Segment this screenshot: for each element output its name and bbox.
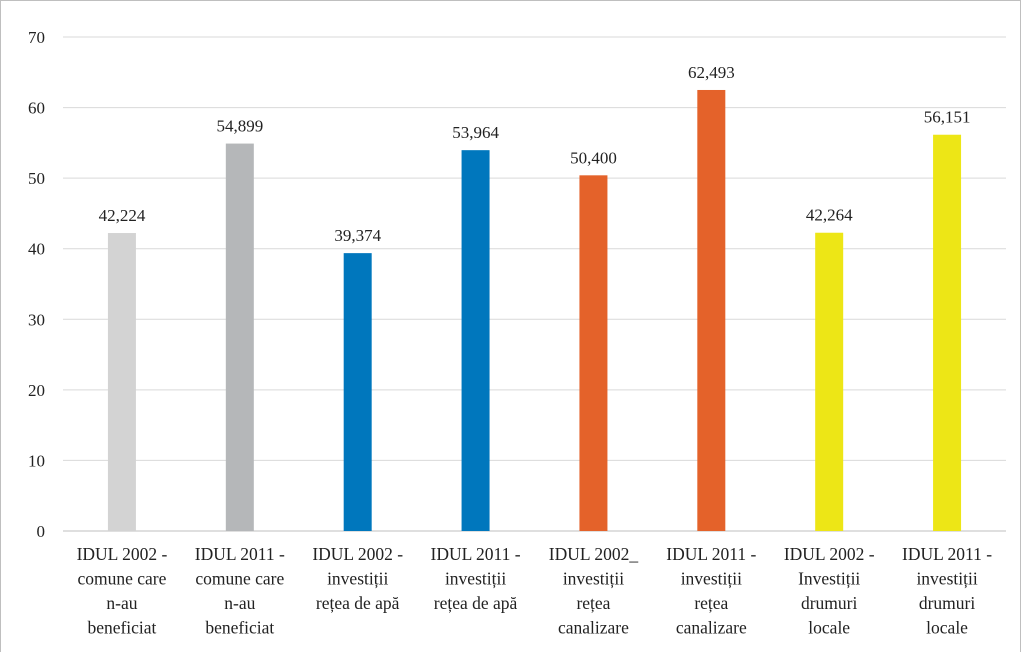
bar xyxy=(343,253,372,531)
data-label: 54,899 xyxy=(216,117,263,136)
x-tick-label-line: investiții xyxy=(445,569,506,589)
bar xyxy=(697,89,726,532)
x-tick-label-line: IDUL 2011 - xyxy=(666,544,756,564)
x-tick-label-line: beneficiat xyxy=(205,618,274,638)
x-tick-label-line: n-au xyxy=(106,593,137,613)
y-tick-label: 70 xyxy=(28,28,45,47)
y-tick-label: 50 xyxy=(28,169,45,188)
data-labels: 42,224 54,899 39,374 53,964 50,400 62,493 42,2… xyxy=(99,63,971,245)
data-label: 39,374 xyxy=(334,226,381,245)
x-tick-label-line: investiții xyxy=(563,569,624,589)
x-tick-label: IDUL 2002 - comune care n-au beneficiat xyxy=(77,544,168,638)
x-tick-label: IDUL 2002 - investiții rețea de apă xyxy=(312,544,403,613)
bar xyxy=(815,232,844,531)
gridlines xyxy=(63,36,1006,532)
x-tick-label-line: IDUL 2011 - xyxy=(902,544,992,564)
data-label: 42,224 xyxy=(99,206,146,225)
y-axis: 0 10 20 30 40 50 60 70 xyxy=(28,28,45,541)
x-tick-label-line: locale xyxy=(926,618,968,638)
x-tick-label-line: canalizare xyxy=(558,618,629,638)
x-tick-label-line: drumuri xyxy=(919,593,976,613)
x-tick-label: IDUL 2011 - investiții drumuri locale xyxy=(902,544,992,638)
x-tick-label-line: investiții xyxy=(916,569,977,589)
y-tick-label: 30 xyxy=(28,310,45,329)
x-tick-label-line: drumuri xyxy=(801,593,858,613)
x-tick-label: IDUL 2011 - investiții rețea canalizare xyxy=(666,544,756,638)
x-tick-label-line: rețea xyxy=(694,593,728,613)
data-label: 62,493 xyxy=(688,63,735,82)
x-tick-label-line: beneficiat xyxy=(87,618,156,638)
x-tick-label: IDUL 2011 - investiții rețea de apă xyxy=(431,544,521,613)
x-tick-label-line: IDUL 2011 - xyxy=(195,544,285,564)
x-tick-label-line: investiții xyxy=(681,569,742,589)
bar xyxy=(107,233,136,531)
x-tick-label-line: IDUL 2011 - xyxy=(431,544,521,564)
x-tick-label-line: comune care xyxy=(195,569,284,589)
bar xyxy=(225,143,254,531)
y-tick-label: 20 xyxy=(28,381,45,400)
y-tick-label: 0 xyxy=(37,522,46,541)
x-tick-label-line: IDUL 2002 - xyxy=(784,544,875,564)
bar xyxy=(579,175,608,531)
x-tick-label-line: rețea xyxy=(576,593,610,613)
x-tick-label-line: Investiții xyxy=(798,569,860,589)
x-tick-label-line: investiții xyxy=(327,569,388,589)
x-tick-label-line: rețea de apă xyxy=(434,593,518,613)
x-tick-label: IDUL 2002_ investiții rețea canalizare xyxy=(549,544,639,638)
y-tick-label: 40 xyxy=(28,240,45,259)
data-label: 42,264 xyxy=(806,206,853,225)
y-tick-label: 60 xyxy=(28,99,45,118)
x-tick-label-line: comune care xyxy=(77,569,166,589)
x-tick-label-line: canalizare xyxy=(676,618,747,638)
y-tick-label: 10 xyxy=(28,451,45,470)
x-tick-label-line: IDUL 2002_ xyxy=(549,544,639,564)
x-tick-label-line: n-au xyxy=(224,593,255,613)
x-tick-label: IDUL 2011 - comune care n-au beneficiat xyxy=(195,544,285,638)
x-tick-label: IDUL 2002 - Investiții drumuri locale xyxy=(784,544,875,638)
data-label: 53,964 xyxy=(452,123,499,142)
x-tick-label-line: IDUL 2002 - xyxy=(312,544,403,564)
x-tick-label-line: IDUL 2002 - xyxy=(77,544,168,564)
bars xyxy=(107,89,962,532)
data-label: 56,151 xyxy=(924,108,971,127)
data-label: 50,400 xyxy=(570,148,617,167)
bar xyxy=(933,134,962,531)
x-tick-label-line: rețea de apă xyxy=(316,593,400,613)
bar xyxy=(461,150,490,532)
x-axis: IDUL 2002 -comune care n-au beneficiatIDUL… xyxy=(77,544,993,638)
x-tick-label-line: locale xyxy=(808,618,850,638)
